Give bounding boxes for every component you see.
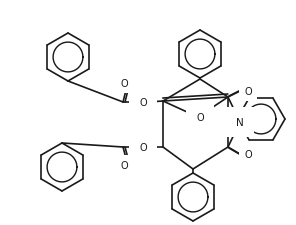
Text: O: O — [139, 98, 147, 108]
Text: O: O — [139, 142, 147, 152]
Text: O: O — [196, 112, 204, 122]
Text: O: O — [244, 87, 252, 97]
Text: O: O — [120, 160, 128, 170]
Text: O: O — [120, 79, 128, 89]
Text: N: N — [236, 117, 244, 127]
Text: O: O — [244, 149, 252, 159]
